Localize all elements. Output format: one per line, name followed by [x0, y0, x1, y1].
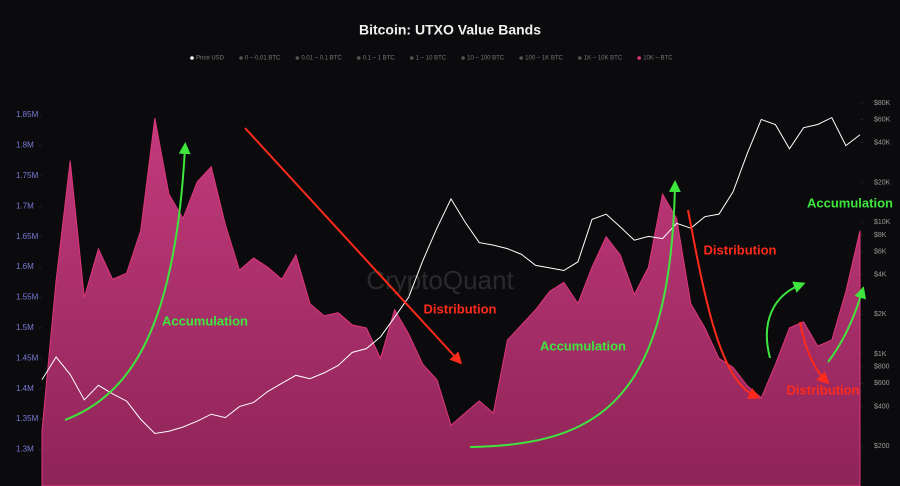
legend: Price USD 0 – 0.01 BTC 0.01 – 0.1 BTC 0.1 –…: [190, 56, 673, 62]
legend-label: Price USD: [196, 56, 225, 62]
y2-tick-label: $2K: [874, 311, 887, 318]
y-tick-label: 1.5M: [16, 323, 34, 332]
y-tick-label: 1.55M: [16, 293, 39, 302]
y-tick-label: 1.45M: [16, 353, 39, 362]
y2-tick-label: $800: [874, 364, 890, 371]
y-tick-label: 1.35M: [16, 414, 39, 423]
watermark: CryptoQuant: [366, 265, 514, 295]
y2-tick-label: $600: [874, 380, 890, 387]
y2-tick-label: $200: [874, 443, 890, 450]
legend-marker: [637, 56, 641, 60]
y-tick-label: 1.3M: [16, 445, 34, 454]
annotation: Accumulation: [807, 195, 893, 210]
legend-label: 10K – BTC: [643, 56, 673, 62]
arrow: [765, 281, 806, 359]
legend-label: 100 – 1K BTC: [525, 56, 563, 62]
y-tick-label: 1.8M: [16, 141, 34, 150]
annotation: Accumulation: [162, 313, 248, 328]
arrow: [244, 127, 463, 365]
legend-label: 0.1 – 1 BTC: [363, 56, 396, 62]
y2-tick-label: $80K: [874, 100, 891, 107]
y2-tick-label: $10K: [874, 219, 891, 226]
legend-label: 10 – 100 BTC: [467, 56, 505, 62]
y-tick-label: 1.7M: [16, 201, 34, 210]
arrow: [64, 142, 191, 421]
y2-tick-label: $400: [874, 403, 890, 410]
y2-tick-label: $6K: [874, 248, 887, 255]
legend-marker: [461, 56, 465, 60]
arrows: [64, 127, 866, 448]
y2-tick-label: $1K: [874, 351, 887, 358]
legend-label: 0.01 – 0.1 BTC: [301, 56, 342, 62]
legend-label: 1K – 10K BTC: [584, 56, 623, 62]
legend-marker: [190, 56, 194, 60]
y-tick-label: 1.4M: [16, 384, 34, 393]
annotation: Accumulation: [540, 338, 626, 353]
legend-marker: [239, 56, 243, 60]
arrow: [687, 209, 761, 399]
y2-tick-label: $60K: [874, 116, 891, 123]
legend-marker: [519, 56, 523, 60]
area: [41, 118, 861, 486]
y-tick-label: 1.65M: [16, 232, 39, 241]
y2-tick-label: $20K: [874, 179, 891, 186]
annotation: Distribution: [424, 301, 497, 316]
y2-tick-label: $4K: [874, 271, 887, 278]
y2-tick-label: $8K: [874, 232, 887, 239]
chart-title: Bitcoin: UTXO Value Bands: [359, 22, 541, 38]
legend-marker: [409, 56, 414, 60]
y-tick-label: 1.75M: [16, 171, 39, 180]
y-tick-label: 1.6M: [16, 262, 34, 271]
arrow: [799, 321, 830, 385]
legend-marker: [578, 56, 582, 60]
y-tick-label: 1.85M: [16, 110, 39, 119]
plot: [39, 102, 863, 486]
annotation: Distribution: [704, 242, 777, 257]
legend-label: 1 – 10 BTC: [416, 56, 447, 62]
line: [41, 116, 861, 435]
legend-marker: [356, 56, 361, 60]
y2-tick-label: $40K: [874, 140, 891, 147]
arrow: [827, 286, 866, 363]
legend-marker: [295, 56, 300, 60]
annotation: Distribution: [787, 382, 860, 397]
arrow: [469, 180, 681, 448]
legend-label: 0 – 0.01 BTC: [245, 56, 281, 62]
